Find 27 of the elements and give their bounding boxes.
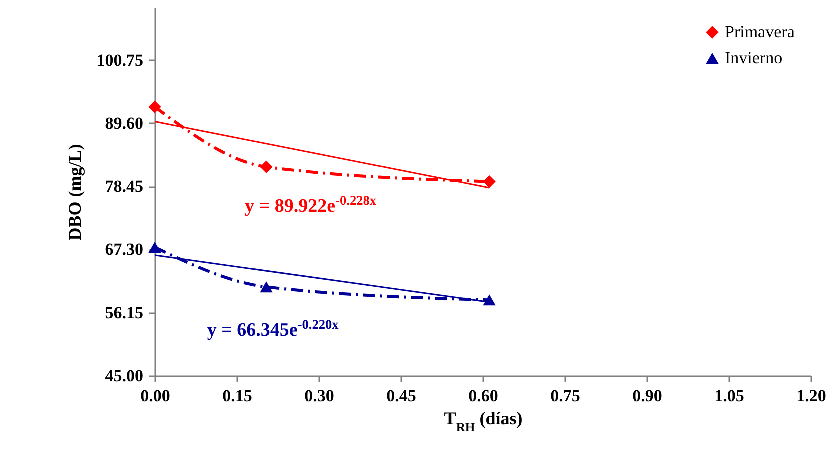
x-tick-label: 0.00 [140,386,170,406]
point [483,175,496,188]
y-axis-title: DBO (mg/L) [64,144,85,241]
point [148,100,162,114]
x-axis-title: T$_{RH}$ (días) [444,408,523,434]
annotation: y = 66.345e$^{-0.220x}$ [207,316,340,342]
y-tick-label: 67.30 [105,240,144,260]
x-tick-label: 0.45 [386,386,416,406]
y-tick-label: 100.75 [96,50,144,70]
x-tick-label: 0.15 [222,386,252,406]
y-tick-label: 45.00 [105,366,144,386]
y-tick-label: 56.15 [105,303,144,322]
point [260,282,273,293]
point [148,242,162,253]
x-tick-label: 0.30 [304,386,334,406]
legend-label: Invierno [725,48,783,68]
x-tick-label: 1.20 [796,386,826,406]
x-tick-label: 0.90 [632,386,662,406]
y-tick-label: 89.60 [105,114,144,133]
x-tick-label: 1.05 [714,386,744,406]
x-tick-label: 0.60 [468,386,498,406]
y-tick-label: 78.45 [105,177,144,196]
annotation: y = 89.922e$^{-0.228x}$ [245,192,377,217]
point [260,160,273,174]
x-tick-label: 0.75 [550,386,580,406]
legend-label: Primavera [725,22,796,42]
point [483,294,496,306]
